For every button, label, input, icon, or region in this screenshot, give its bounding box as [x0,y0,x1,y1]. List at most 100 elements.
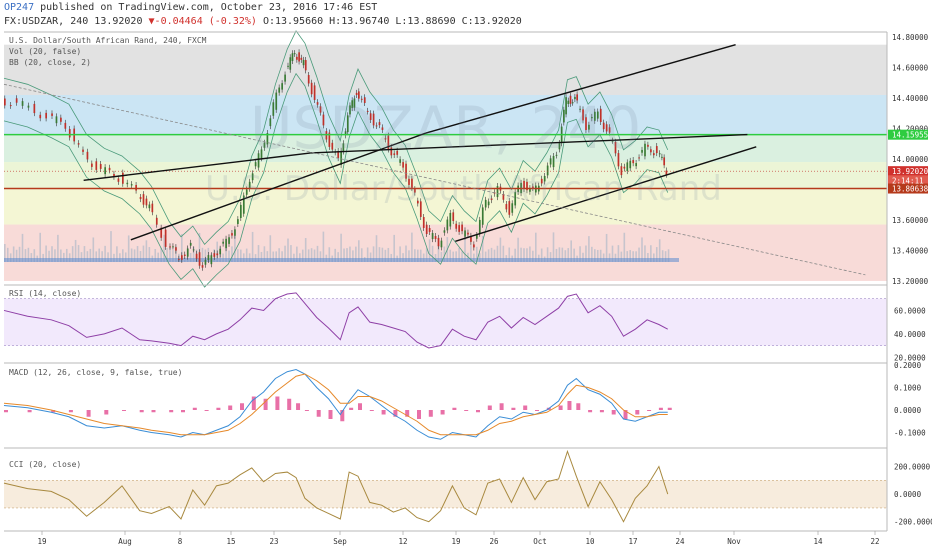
candle-body [549,158,552,165]
volume-bar [532,250,534,262]
candle-body [565,97,567,115]
volume-bar [390,253,393,262]
macd-axis-tick: 0.0000 [894,406,922,415]
candle-body [378,122,381,126]
volume-bar [517,237,519,262]
candle-body [399,159,401,163]
candle-body [160,227,163,238]
volume-bar [198,232,201,262]
price-panel-title: U.S. Dollar/South African Rand, 240, FXC… [9,36,207,45]
volume-bar [269,235,272,262]
candle-body [484,199,487,208]
volume-bar [337,252,339,262]
candle-body [571,102,574,104]
volume-bar [51,246,53,262]
macd-panel[interactable] [4,363,887,448]
volume-bar [440,251,443,262]
volume-bar [107,252,109,262]
macd-histogram-bar [296,403,301,410]
volume-bar [641,237,643,262]
candle-body [39,114,42,119]
volume-bar [116,246,118,262]
candle-body [588,124,590,130]
volume-bar [83,246,86,262]
candle-body [269,118,272,127]
volume-bar [222,253,224,262]
macd-histogram-bar [511,407,516,410]
candle-body [490,198,493,201]
candle-body [387,135,390,150]
volume-bar [540,248,543,262]
volume-bar [594,249,596,262]
candle-body [623,166,626,169]
volume-bar [473,253,475,262]
candle-body [219,248,222,255]
volume-bar [502,245,505,262]
volume-bar [614,253,617,262]
x-axis-tick-label: 14 [813,537,823,546]
bollinger-indicator-label: BB (20, close, 2) [9,58,91,67]
candle-body [4,98,6,106]
volume-bar [242,253,245,262]
macd-histogram-bar [428,410,433,417]
volume-bar [189,252,192,262]
candle-body [632,160,635,164]
candle-body [86,151,89,160]
volume-bar [124,252,127,262]
volume-bar [119,253,121,262]
candle-body [104,167,106,175]
volume-bar [166,247,168,262]
macd-histogram-bar [240,403,244,410]
price-axis-tick: 14.20000 [892,125,929,134]
volume-bar [464,231,466,262]
candle-body [51,113,53,116]
volume-bar [15,249,18,262]
volume-bar [231,246,233,262]
volume-bar [89,248,92,262]
candle-body [210,255,213,265]
candle-body [546,165,549,176]
candle-body [574,96,576,100]
author-link[interactable]: OP247 [4,2,35,13]
x-axis-tick-label: 17 [628,537,637,546]
volume-bar [408,250,410,262]
trendline-1 [130,132,427,241]
candle-body [175,247,177,251]
candle-body [342,143,345,152]
candle-body [15,98,18,103]
candle-body [437,237,440,247]
candle-body [655,146,658,154]
cci-axis-tick: 0.0000 [894,490,922,499]
volume-bar [549,252,552,262]
trendline-2 [310,133,748,154]
candle-body [514,192,517,206]
candle-body [585,117,587,131]
volume-bar [393,234,395,262]
volume-bar [12,246,15,262]
candle-body [543,176,546,182]
volume-bar [290,245,292,262]
volume-bar [251,231,254,262]
macd-histogram-bar [151,410,156,413]
candle-body [665,170,668,175]
volume-bar [476,246,478,262]
candle-body [302,59,305,66]
candle-body [529,188,531,192]
x-axis-tick-label: Aug [118,537,132,546]
candle-body [172,246,174,248]
rsi-band [4,298,887,346]
candle-body [82,149,84,152]
candle-body [563,109,565,123]
volume-bar [493,249,496,262]
candle-body [222,241,224,244]
candle-body [151,203,154,213]
volume-bar [470,245,472,262]
macd-histogram-bar [139,410,144,413]
volume-bar [366,247,369,262]
candle-body [478,219,481,234]
volume-bar [296,246,298,262]
rsi-line [3,292,668,349]
volume-bar [443,246,446,262]
macd-histogram-bar [192,407,197,410]
volume-bar [48,250,50,262]
